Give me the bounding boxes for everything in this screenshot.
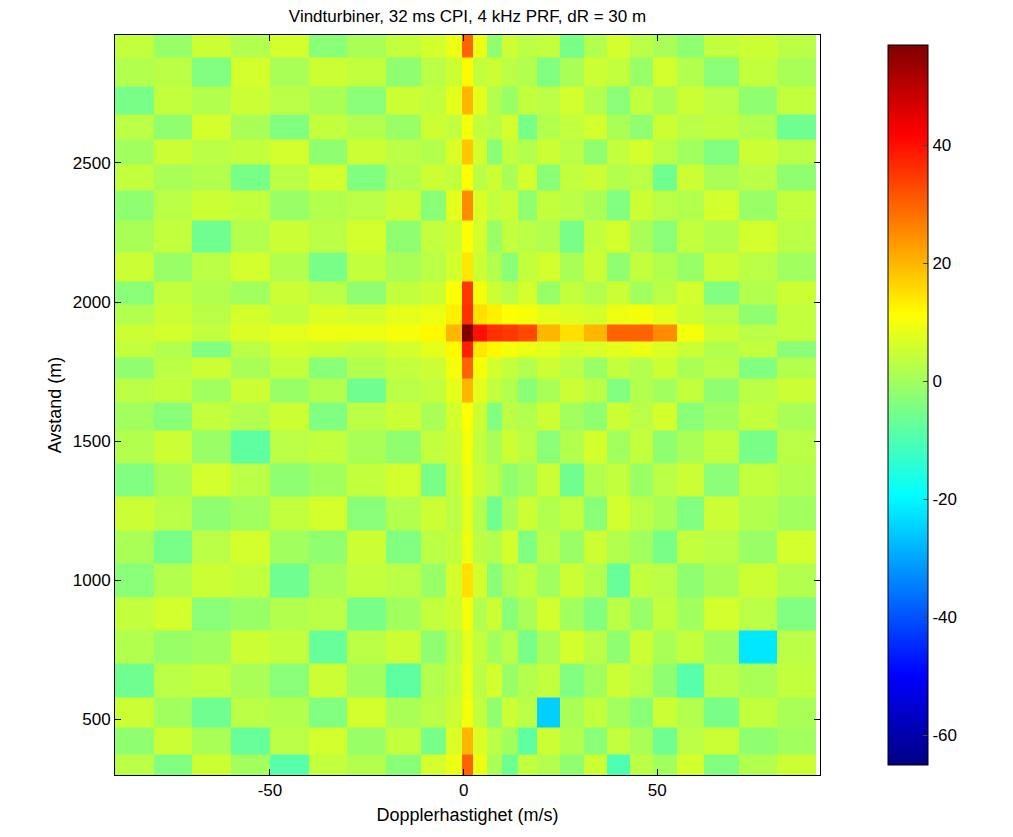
- svg-text:-60: -60: [932, 726, 957, 745]
- svg-text:-50: -50: [258, 781, 283, 800]
- svg-text:2500: 2500: [73, 154, 111, 173]
- svg-text:500: 500: [82, 710, 110, 729]
- svg-text:Dopplerhastighet (m/s): Dopplerhastighet (m/s): [376, 805, 558, 825]
- svg-text:1500: 1500: [73, 432, 111, 451]
- svg-text:Avstand (m): Avstand (m): [45, 357, 65, 454]
- svg-text:-20: -20: [932, 490, 957, 509]
- svg-text:50: 50: [648, 781, 667, 800]
- svg-text:-40: -40: [932, 608, 957, 627]
- svg-text:0: 0: [459, 781, 468, 800]
- svg-text:20: 20: [932, 254, 951, 273]
- svg-text:2000: 2000: [73, 293, 111, 312]
- svg-text:1000: 1000: [73, 571, 111, 590]
- svg-text:Vindturbiner, 32 ms CPI, 4 kHz: Vindturbiner, 32 ms CPI, 4 kHz PRF, dR =…: [289, 7, 646, 26]
- svg-text:40: 40: [932, 136, 951, 155]
- svg-text:0: 0: [932, 372, 941, 391]
